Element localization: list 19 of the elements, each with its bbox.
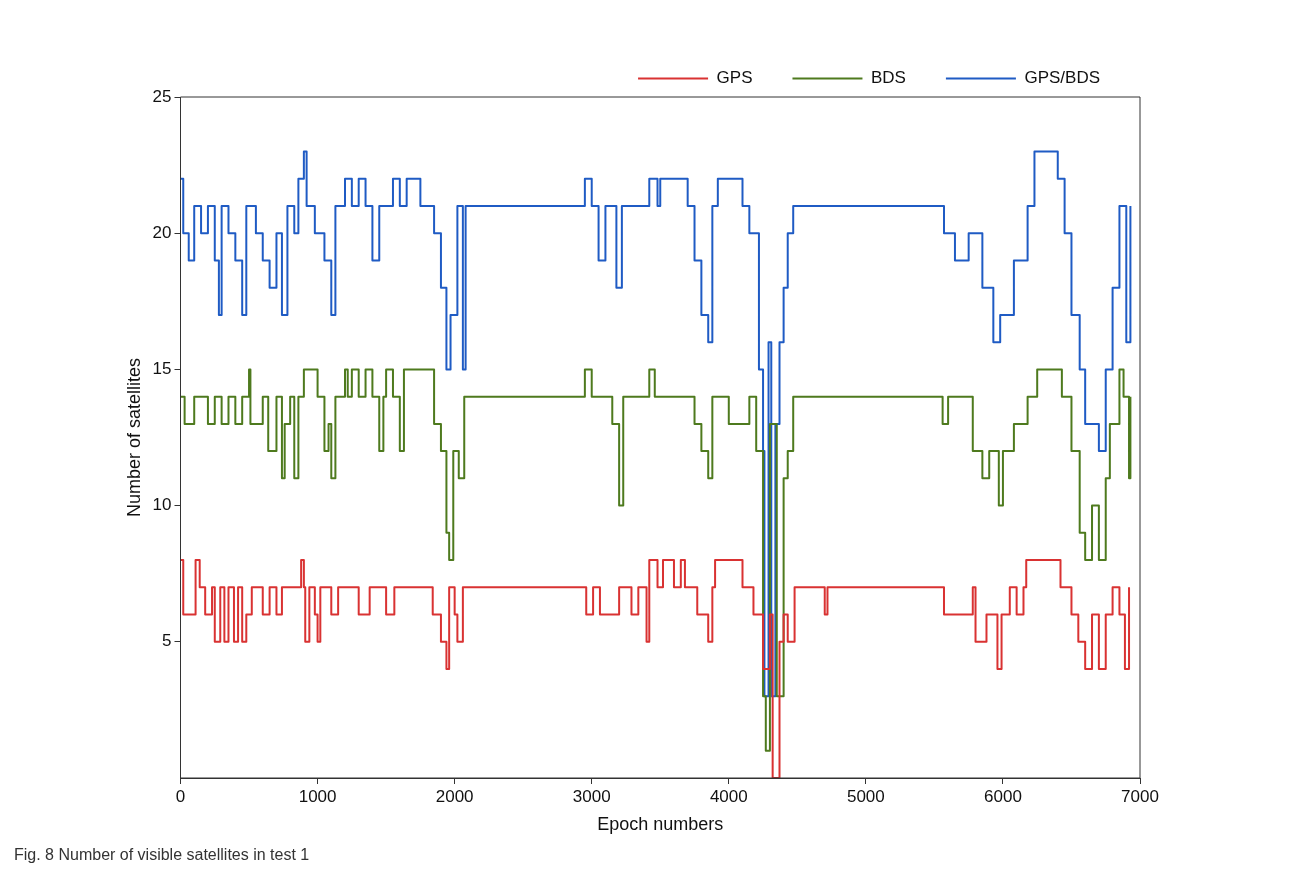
x-tick-label: 3000 [572, 786, 611, 806]
y-tick-label: 25 [152, 86, 172, 106]
y-tick-label: 10 [152, 495, 172, 515]
y-axis-title: Number of satellites [123, 357, 144, 518]
x-tick-label: 5000 [846, 786, 885, 806]
legend-label: BDS [870, 68, 906, 88]
x-tick-label: 7000 [1121, 786, 1159, 806]
x-tick-label: 1000 [298, 786, 337, 806]
y-tick-label: 15 [152, 359, 172, 379]
y-tick-label: 5 [162, 631, 172, 651]
legend-label: GPS [716, 68, 753, 88]
x-tick-label: 0 [175, 786, 186, 806]
x-tick-label: 6000 [984, 786, 1022, 806]
legend-label: GPS/BDS [1024, 68, 1101, 88]
y-tick-label: 20 [152, 222, 172, 242]
x-tick-label: 2000 [435, 786, 474, 806]
caption: Fig. 8 Number of visible satellites in test 1 [14, 846, 310, 864]
x-axis-title: Epoch numbers [597, 814, 724, 835]
x-tick-label: 4000 [709, 786, 748, 806]
